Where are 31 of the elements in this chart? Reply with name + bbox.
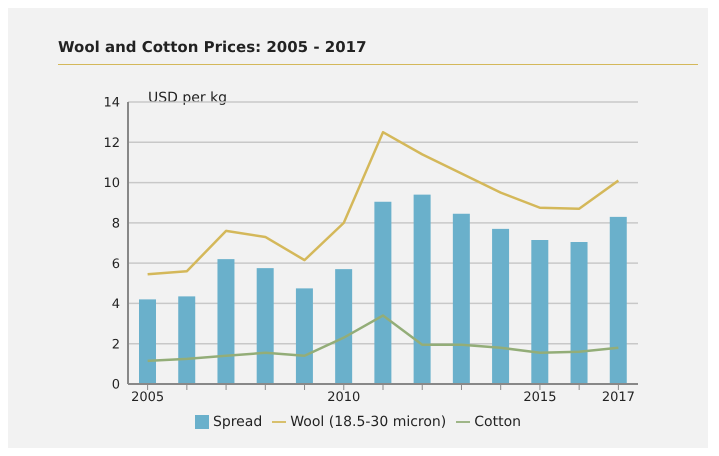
x-tick-label: 2015 xyxy=(523,390,556,406)
y-tick-label: 14 xyxy=(103,96,120,111)
line-series xyxy=(146,130,620,276)
legend-label: Spread xyxy=(212,414,262,430)
y-tick-label: 6 xyxy=(112,256,120,272)
legend-label: Wool (18.5-30 micron) xyxy=(290,414,446,430)
x-tick-label: 2010 xyxy=(327,390,360,406)
bar xyxy=(610,216,627,384)
line-series xyxy=(146,314,620,362)
y-tick-label: 10 xyxy=(103,176,120,192)
bar xyxy=(570,242,588,384)
bar xyxy=(296,288,313,384)
bar xyxy=(256,268,274,384)
bar xyxy=(492,228,510,384)
y-tick-label: 12 xyxy=(103,136,120,151)
bar xyxy=(452,214,470,384)
bar xyxy=(335,269,352,384)
y-tick-label: 4 xyxy=(112,297,120,312)
x-tick-label: 2005 xyxy=(131,390,164,406)
bar xyxy=(374,202,392,384)
y-tick-label: 0 xyxy=(112,378,120,393)
bar xyxy=(178,296,196,384)
x-tick-label: 2017 xyxy=(602,390,635,406)
y-tick-label: 2 xyxy=(112,337,120,352)
bar xyxy=(414,194,431,384)
legend-label: Cotton xyxy=(474,414,522,430)
bar xyxy=(217,259,234,384)
chart-title: Wool and Cotton Prices: 2005 - 2017 xyxy=(58,38,698,65)
bar xyxy=(139,299,156,384)
y-tick-label: 8 xyxy=(112,216,120,232)
bar xyxy=(531,240,548,384)
